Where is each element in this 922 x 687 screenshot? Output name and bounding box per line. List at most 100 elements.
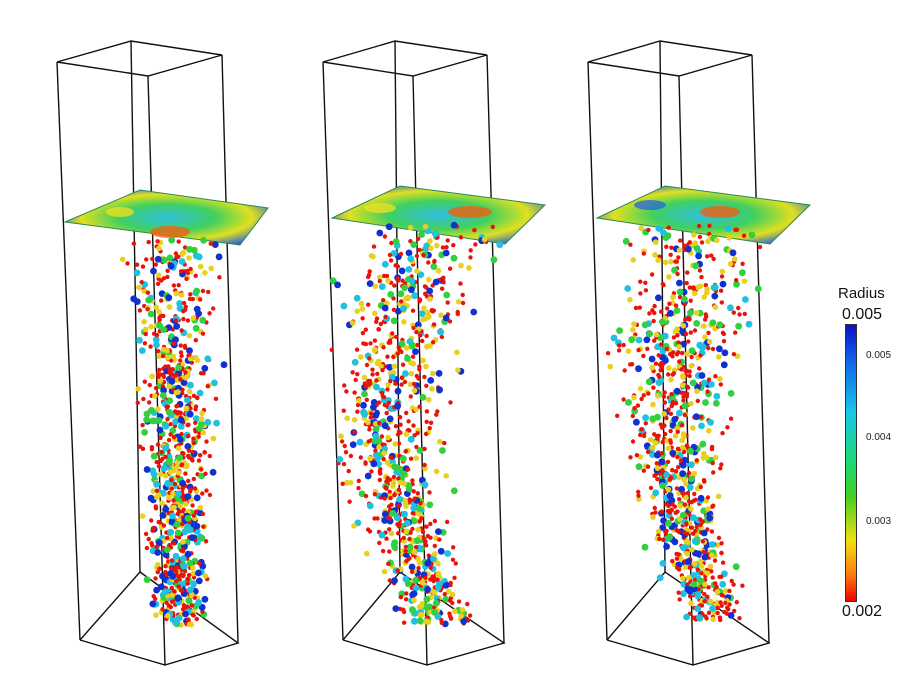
particle — [688, 506, 694, 512]
particle — [435, 571, 441, 578]
particle — [178, 410, 183, 416]
particle — [206, 289, 211, 295]
particle — [702, 399, 709, 406]
particle — [172, 552, 180, 560]
particle — [668, 376, 674, 383]
particle — [188, 489, 193, 494]
particle — [432, 518, 438, 524]
particle — [411, 489, 416, 494]
particle — [377, 477, 382, 483]
particle — [173, 318, 179, 323]
particle — [153, 506, 159, 511]
particle — [370, 460, 378, 468]
particle — [693, 413, 700, 421]
particle — [381, 395, 387, 400]
particle — [137, 308, 143, 313]
particle — [666, 533, 673, 541]
particle — [687, 369, 692, 374]
particle — [720, 361, 728, 369]
particle — [675, 333, 680, 338]
particle — [378, 531, 386, 539]
particle — [659, 560, 667, 567]
particle — [615, 413, 620, 418]
particle — [211, 379, 218, 387]
particle — [398, 340, 406, 348]
particle — [411, 381, 417, 387]
particle — [386, 400, 391, 405]
particle — [687, 512, 692, 517]
particle — [688, 475, 695, 483]
particle — [169, 427, 177, 434]
particle — [148, 324, 154, 330]
particle — [683, 494, 689, 501]
particle — [691, 232, 697, 238]
particle — [659, 482, 667, 489]
particle — [673, 387, 681, 395]
particle — [150, 488, 157, 495]
particle — [687, 373, 692, 379]
particle — [176, 535, 182, 540]
particle — [391, 354, 396, 360]
particle — [655, 225, 663, 232]
particle — [416, 236, 421, 241]
particle — [430, 370, 436, 377]
particle — [162, 505, 170, 513]
particle — [431, 322, 437, 327]
particle — [435, 560, 441, 567]
particle — [659, 342, 664, 347]
particle — [427, 426, 432, 431]
particle — [444, 245, 449, 250]
particle — [433, 468, 440, 475]
particle — [686, 574, 692, 581]
particle — [702, 592, 707, 597]
particle — [701, 478, 707, 483]
particle — [377, 420, 382, 426]
particle — [658, 458, 666, 466]
particle — [152, 526, 157, 531]
particle — [711, 256, 716, 262]
particle — [142, 326, 149, 333]
particle — [432, 543, 437, 549]
particle — [363, 327, 368, 332]
particle — [349, 320, 356, 326]
particle — [687, 240, 692, 245]
particle — [410, 590, 418, 597]
particle — [384, 410, 389, 416]
particle — [665, 445, 672, 452]
particle — [144, 545, 150, 551]
particle — [154, 255, 162, 263]
particle — [167, 262, 175, 270]
particle — [185, 576, 190, 582]
particle — [401, 284, 408, 292]
particle — [158, 435, 163, 441]
particle — [696, 614, 703, 621]
particle — [685, 384, 690, 389]
particle — [398, 251, 404, 257]
particle — [372, 283, 379, 290]
particle — [435, 528, 442, 535]
particle-clouds — [119, 221, 763, 628]
particle — [377, 278, 382, 284]
particle — [395, 351, 400, 356]
particle — [387, 527, 392, 532]
particle — [432, 599, 440, 607]
particle — [692, 328, 698, 333]
particle — [411, 617, 418, 625]
particle — [437, 438, 443, 445]
particle — [413, 455, 420, 461]
particle — [370, 403, 377, 411]
particle — [186, 478, 191, 484]
particle — [207, 453, 212, 459]
particle — [179, 328, 184, 333]
particle — [185, 597, 193, 605]
particle — [169, 486, 174, 491]
particle — [651, 385, 656, 390]
particle — [676, 288, 684, 296]
particle — [375, 437, 383, 445]
particle — [155, 417, 163, 424]
particle — [385, 382, 391, 388]
particle — [182, 610, 189, 618]
particle — [719, 550, 724, 556]
particle — [210, 435, 217, 442]
particle — [180, 249, 187, 256]
